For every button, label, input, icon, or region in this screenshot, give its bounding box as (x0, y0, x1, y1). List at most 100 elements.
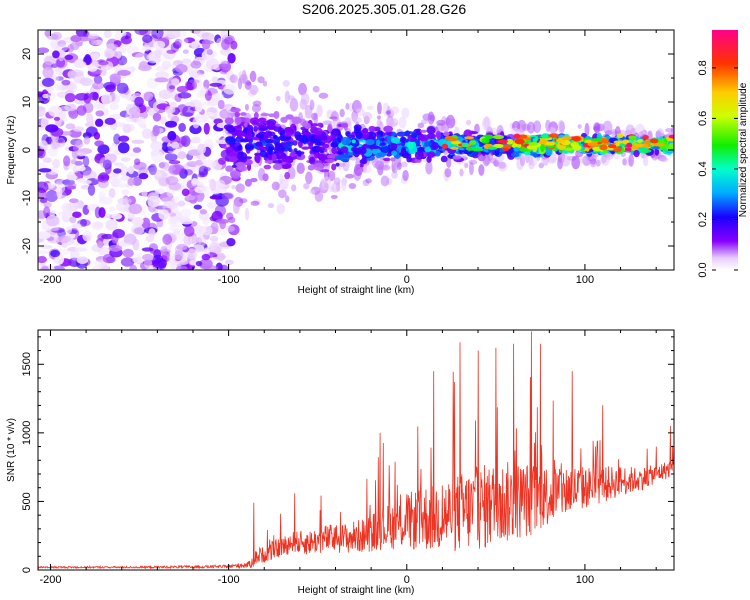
spectrogram-cell (117, 69, 131, 76)
spectrogram-cell (258, 117, 267, 123)
spectrogram-cell (424, 141, 432, 147)
spectrogram-cell (127, 166, 135, 175)
spectrogram-cell (183, 234, 193, 246)
spectrogram-cell (259, 146, 266, 150)
snr-series (38, 331, 674, 570)
colorbar-tick-label: 0.0 (697, 262, 709, 277)
spectrogram-cell (365, 139, 375, 146)
spectrogram-cell (41, 265, 49, 270)
spectrogram-cell (89, 91, 99, 101)
spectrogram-cell (181, 58, 192, 64)
spectrogram-cell (548, 157, 557, 163)
spectrogram-cell (510, 152, 520, 158)
spectrogram-cell (557, 119, 565, 134)
spectrogram-cell (128, 106, 141, 116)
spectrogram-cell (377, 101, 382, 115)
spectrogram-cell (289, 97, 299, 112)
spectrogram-cell (383, 125, 394, 133)
spectrogram-cell (131, 216, 144, 227)
spectrogram-cell (506, 138, 514, 145)
spectrogram-cell (112, 228, 125, 239)
spectrogram-cell (63, 155, 71, 167)
spectrogram-cell (424, 146, 432, 153)
spectrogram-cell (141, 91, 154, 102)
spectrogram-cell (85, 126, 98, 137)
spectrogram-cell (166, 49, 176, 54)
spectrogram-y-ticks: -20 -10 0 10 20 (21, 29, 674, 271)
spectrogram-cell (271, 153, 277, 162)
spectrogram-x-tick-label: -200 (39, 274, 61, 286)
spectrogram-cell (42, 93, 49, 99)
spectrogram-cell (178, 122, 187, 133)
spectrogram-cell (82, 170, 97, 179)
spectrogram-cell (201, 32, 215, 41)
spectrogram-cell (272, 163, 283, 171)
spectrogram-cell (334, 155, 345, 161)
spectrogram-x-tick-label: 0 (404, 274, 410, 286)
spectrogram-cell (57, 248, 70, 256)
spectrogram-cell (57, 235, 72, 243)
spectrogram-cell (235, 183, 245, 193)
spectrogram-cell (230, 107, 241, 113)
spectrogram-cell (234, 161, 246, 170)
spectrogram-cell (267, 131, 276, 137)
spectrogram-cell (321, 176, 332, 191)
spectrogram-cell (380, 145, 390, 154)
spectrogram-y-tick-label: -20 (21, 238, 33, 254)
spectrogram-cell (82, 230, 93, 242)
spectrogram-cell (271, 181, 280, 191)
spectrogram-cell (203, 248, 210, 255)
spectrogram-cell (105, 219, 118, 231)
spectrogram-cell (176, 265, 188, 270)
spectrogram-cell (417, 122, 425, 129)
spectrogram-cell (249, 117, 260, 125)
spectrogram-cell (426, 151, 436, 158)
spectrogram-cell (66, 185, 77, 190)
spectrogram-cell (38, 181, 49, 193)
spectrogram-cell (307, 164, 315, 171)
spectrogram-cell (133, 227, 145, 235)
spectrogram-cell (142, 253, 154, 261)
spectrogram-cell (341, 136, 351, 146)
spectrogram-cell (401, 107, 410, 119)
spectrogram-cell (426, 156, 432, 163)
spectrogram-cell (225, 165, 234, 172)
spectrogram-cell (385, 110, 391, 115)
spectrogram-cell (70, 249, 80, 261)
spectrogram-cell (45, 190, 59, 203)
spectrogram-cell (91, 265, 106, 270)
spectrogram-cell (132, 147, 142, 153)
spectrogram-cell (134, 158, 141, 166)
spectrogram-cell (561, 136, 572, 141)
spectrogram-cell (445, 114, 456, 129)
spectrogram-cell (441, 124, 450, 132)
spectrogram-cell (368, 125, 376, 132)
spectrogram-cell (579, 157, 587, 164)
spectrogram-cell (90, 53, 100, 60)
spectrogram-cell (391, 150, 398, 156)
spectrogram-cell (435, 130, 441, 140)
spectrogram-cell (118, 135, 130, 142)
spectrogram-cell (38, 47, 50, 54)
spectrogram-cell (310, 123, 319, 127)
spectrogram-cell (108, 244, 123, 252)
spectrogram-cell (165, 120, 177, 128)
spectrogram-cell (176, 85, 189, 93)
spectrogram-cell (316, 122, 324, 127)
spectrogram-cell (243, 122, 248, 128)
spectrogram-cell (38, 250, 49, 255)
spectrogram-cell (320, 135, 328, 141)
spectrogram-cell (100, 93, 112, 105)
snr-y-ticks: 0 500 1000 1500 (21, 336, 674, 573)
spectrogram-cell (303, 182, 310, 190)
spectrogram-cell (226, 237, 236, 247)
spectrogram-cell (138, 172, 149, 180)
spectrogram-cell (653, 142, 665, 147)
spectrogram-cell (228, 156, 238, 163)
spectrogram-cell (43, 206, 51, 218)
spectrogram-cell (634, 143, 644, 148)
spectrogram-cell (173, 228, 181, 235)
spectrogram-cell (171, 196, 180, 201)
spectrogram-cell (221, 192, 234, 200)
